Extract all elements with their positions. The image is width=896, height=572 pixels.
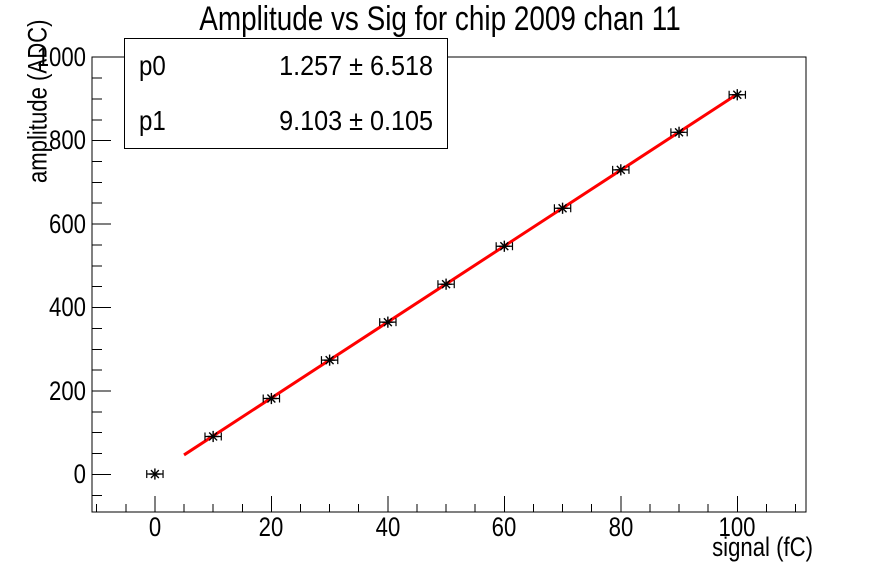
data-point-marker (262, 392, 281, 405)
marker-stroke (383, 317, 393, 327)
marker-stroke (441, 279, 451, 289)
x-tick-label: 40 (375, 512, 401, 542)
data-point-marker (553, 202, 572, 214)
data-point-marker (728, 89, 747, 101)
plot-title: Amplitude vs Sig for chip 2009 chan 11 (199, 0, 681, 38)
marker-stroke (616, 165, 626, 175)
marker-stroke (325, 355, 335, 365)
marker-stroke (674, 127, 684, 137)
x-tick-label: 20 (259, 512, 284, 542)
y-tick-label: 0 (73, 458, 86, 489)
y-tick-label: 200 (49, 375, 86, 406)
fit-param-value: 1.257 ± 6.518 (279, 50, 433, 82)
marker-stroke (208, 432, 218, 441)
data-point-marker (437, 278, 455, 290)
data-point-marker (320, 354, 339, 366)
x-tick-label: 60 (491, 512, 517, 542)
fit-param-row-p0: p0 1.257 ± 6.518 (125, 39, 447, 94)
data-point-marker (204, 430, 222, 443)
marker-stroke (732, 90, 742, 100)
x-tick-label: 80 (608, 512, 634, 542)
fit-param-row-p1: p1 9.103 ± 0.105 (125, 94, 447, 149)
marker-stroke (499, 241, 509, 251)
marker-stroke (266, 394, 276, 403)
data-point-marker (495, 240, 514, 252)
x-tick-label: 100 (718, 512, 756, 542)
plot-frame (91, 56, 807, 513)
fit-param-value: 9.103 ± 0.105 (279, 104, 433, 136)
data-point-marker (146, 468, 164, 480)
x-tick-label: 0 (148, 512, 162, 542)
fit-param-name: p0 (139, 50, 166, 82)
marker-stroke (558, 203, 568, 213)
y-tick-label: 1000 (36, 41, 86, 72)
y-tick-label: 800 (49, 125, 86, 156)
fit-line (183, 92, 739, 457)
y-tick-label: 600 (49, 208, 86, 239)
y-tick-label: 400 (49, 292, 86, 323)
data-point-marker (612, 164, 630, 176)
data-point-marker (670, 126, 688, 138)
fit-stats-box: p0 1.257 ± 6.518 p1 9.103 ± 0.105 (124, 38, 448, 149)
marker-stroke (150, 469, 160, 479)
data-point-marker (379, 316, 397, 328)
fit-param-name: p1 (139, 104, 166, 136)
x-axis-title: signal (fC) (712, 532, 813, 562)
